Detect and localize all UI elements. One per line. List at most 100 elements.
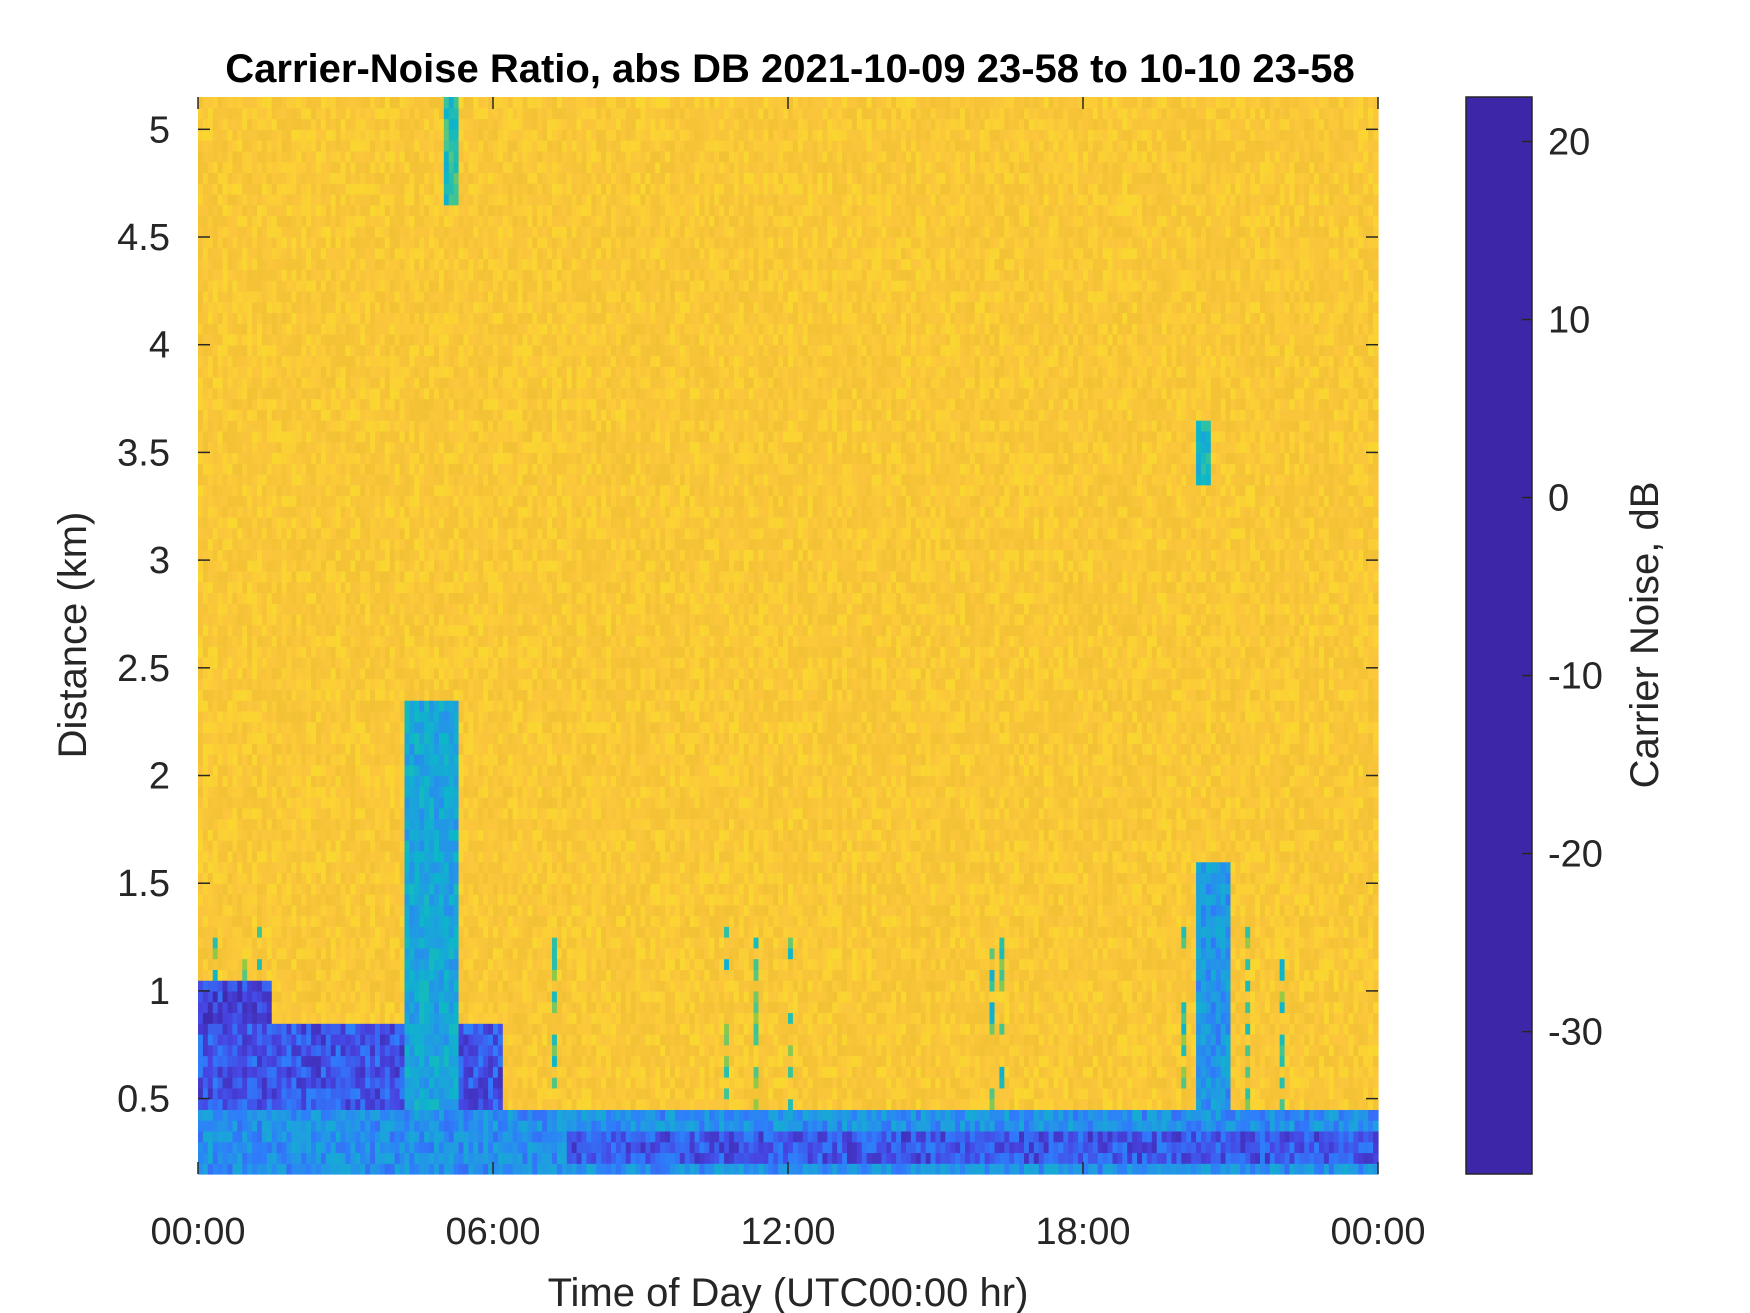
heatmap-cell: [228, 657, 234, 668]
heatmap-cell: [360, 1163, 366, 1174]
heatmap-cell: [306, 151, 312, 162]
heatmap-cell: [237, 366, 243, 377]
heatmap-cell: [419, 700, 425, 711]
heatmap-cell: [301, 862, 307, 873]
heatmap-cell: [375, 140, 381, 151]
heatmap-cell: [400, 1099, 406, 1110]
heatmap-cell: [262, 108, 268, 119]
heatmap-cell: [228, 776, 234, 787]
heatmap-cell: [414, 366, 420, 377]
heatmap-cell: [341, 571, 347, 582]
heatmap-cell: [257, 506, 263, 517]
heatmap-cell: [414, 1120, 420, 1131]
heatmap-cell: [390, 269, 396, 280]
heatmap-cell: [242, 765, 248, 776]
heatmap-cell: [291, 851, 297, 862]
heatmap-cell: [282, 162, 288, 173]
heatmap-cell: [296, 732, 302, 743]
heatmap-cell: [237, 872, 243, 883]
heatmap-cell: [424, 732, 430, 743]
heatmap-cell: [409, 151, 415, 162]
heatmap-cell: [203, 808, 209, 819]
heatmap-cell: [203, 937, 209, 948]
heatmap-cell: [409, 948, 415, 959]
heatmap-cell: [242, 269, 248, 280]
heatmap-cell: [228, 226, 234, 237]
heatmap-cell: [213, 334, 219, 345]
heatmap-cell: [247, 646, 253, 657]
heatmap-cell: [355, 377, 361, 388]
heatmap-cell: [375, 345, 381, 356]
heatmap-cell: [247, 1045, 253, 1056]
heatmap-cell: [405, 452, 411, 463]
heatmap-cell: [400, 1120, 406, 1131]
heatmap-cell: [336, 151, 342, 162]
heatmap-cell: [301, 226, 307, 237]
heatmap-cell: [252, 495, 258, 506]
heatmap-cell: [336, 345, 342, 356]
heatmap-cell: [429, 355, 435, 366]
heatmap-cell: [203, 689, 209, 700]
heatmap-cell: [346, 560, 352, 571]
heatmap-cell: [242, 1002, 248, 1013]
heatmap-cell: [350, 215, 356, 226]
heatmap-cell: [203, 786, 209, 797]
heatmap-cell: [291, 237, 297, 248]
heatmap-cell: [321, 1152, 327, 1163]
heatmap-cell: [405, 1120, 411, 1131]
heatmap-cell: [360, 743, 366, 754]
heatmap-cell: [380, 1142, 386, 1153]
heatmap-cell: [252, 959, 258, 970]
heatmap-cell: [262, 1099, 268, 1110]
heatmap-cell: [380, 592, 386, 603]
heatmap-cell: [370, 259, 376, 270]
heatmap-cell: [405, 259, 411, 270]
heatmap-cell: [370, 679, 376, 690]
heatmap-cell: [232, 1131, 238, 1142]
heatmap-cell: [336, 722, 342, 733]
heatmap-cell: [277, 97, 283, 108]
heatmap-cell: [291, 528, 297, 539]
heatmap-cell: [223, 1077, 229, 1088]
heatmap-cell: [301, 937, 307, 948]
heatmap-cell: [429, 1099, 435, 1110]
heatmap-cell: [390, 636, 396, 647]
heatmap-cell: [247, 280, 253, 291]
heatmap-cell: [272, 1152, 278, 1163]
heatmap-cell: [277, 140, 283, 151]
heatmap-cell: [272, 226, 278, 237]
heatmap-cell: [287, 355, 293, 366]
heatmap-cell: [419, 829, 425, 840]
heatmap-cell: [262, 485, 268, 496]
heatmap-cell: [385, 506, 391, 517]
heatmap-cell: [331, 388, 337, 399]
heatmap-cell: [385, 819, 391, 830]
heatmap-cell: [331, 549, 337, 560]
heatmap-cell: [355, 894, 361, 905]
heatmap-cell: [223, 463, 229, 474]
heatmap-cell: [434, 582, 440, 593]
heatmap-cell: [218, 302, 224, 313]
heatmap-cell: [331, 431, 337, 442]
heatmap-cell: [414, 399, 420, 410]
heatmap-cell: [203, 560, 209, 571]
heatmap-cell: [242, 926, 248, 937]
heatmap-cell: [385, 269, 391, 280]
heatmap-cell: [267, 280, 273, 291]
heatmap-cell: [380, 291, 386, 302]
heatmap-cell: [272, 614, 278, 625]
heatmap-cell: [336, 765, 342, 776]
heatmap-cell: [208, 905, 214, 916]
heatmap-cell: [287, 732, 293, 743]
heatmap-cell: [247, 668, 253, 679]
heatmap-cell: [237, 442, 243, 453]
heatmap-cell: [380, 948, 386, 959]
heatmap-cell: [213, 872, 219, 883]
heatmap-cell: [375, 172, 381, 183]
heatmap-cell: [409, 1045, 415, 1056]
heatmap-cell: [341, 269, 347, 280]
heatmap-cell: [277, 194, 283, 205]
heatmap-cell: [346, 377, 352, 388]
heatmap-cell: [301, 689, 307, 700]
heatmap-cell: [272, 151, 278, 162]
